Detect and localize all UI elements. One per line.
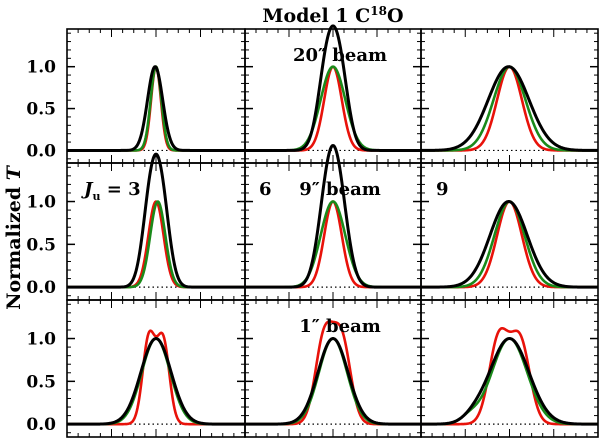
series-green-line bbox=[244, 65, 422, 152]
series-red-line bbox=[66, 65, 246, 152]
y-tick-label: 1.0 bbox=[26, 193, 56, 213]
ju-subscript: u bbox=[93, 190, 101, 203]
column-annotation-9: 9 bbox=[436, 179, 449, 200]
y-tick-label: 1.0 bbox=[26, 330, 56, 350]
panel-r2-c2 bbox=[420, 299, 599, 438]
series-green-line bbox=[66, 337, 246, 426]
series-red-line bbox=[66, 200, 246, 289]
panel-r1-c1 bbox=[244, 143, 422, 301]
series-red-line bbox=[420, 65, 599, 152]
series-red-line bbox=[66, 329, 246, 426]
series-black-line bbox=[66, 152, 246, 289]
chart-title-text: Model 1 C bbox=[262, 5, 370, 27]
y-axis-label-text: Normalized bbox=[3, 187, 25, 310]
panel-r0-c1 bbox=[244, 24, 422, 164]
series-green-line bbox=[244, 200, 422, 289]
series-black-line bbox=[420, 337, 599, 426]
series-black-line bbox=[244, 24, 422, 152]
series-red-line bbox=[420, 200, 599, 289]
series-black-line bbox=[66, 337, 246, 426]
y-axis-label: Normalized T bbox=[3, 164, 25, 310]
chart-title: Model 1 C18O bbox=[262, 4, 403, 27]
y-tick-label: 0.5 bbox=[26, 372, 56, 392]
series-black-line bbox=[66, 65, 246, 152]
ju-symbol: J bbox=[81, 179, 94, 200]
y-axis-label-symbol: T bbox=[3, 164, 25, 180]
y-tick-label: 0.5 bbox=[26, 100, 56, 120]
series-red-line bbox=[420, 326, 599, 426]
series-black-line bbox=[244, 143, 422, 289]
figure-labels: Model 1 C18O Normalized T bbox=[3, 4, 404, 310]
series-black-line bbox=[420, 65, 599, 152]
panel-frame bbox=[66, 162, 246, 301]
panel-r2-c0 bbox=[66, 299, 246, 438]
panel-r0-c0 bbox=[66, 28, 246, 164]
series-red-line bbox=[244, 65, 422, 152]
chart-title-element: O bbox=[387, 5, 404, 27]
series-green-line bbox=[244, 337, 422, 426]
panel-r1-c0 bbox=[66, 152, 246, 301]
y-tick-label: 1.0 bbox=[26, 58, 56, 78]
y-tick-label: 0.5 bbox=[26, 235, 56, 255]
panel-grid: 0.0 0.5 1.0 0.0 0.5 1.0 0.0 0.5 1.0 20″ beam 9″ be… bbox=[26, 24, 599, 438]
panel-r0-c2 bbox=[420, 28, 599, 164]
column-annotation-ju: Ju = 3 bbox=[81, 179, 141, 203]
beam-label: 1″ beam bbox=[299, 316, 381, 337]
ju-value: = 3 bbox=[101, 179, 141, 200]
panel-frame bbox=[66, 299, 246, 438]
series-green-line bbox=[420, 200, 599, 289]
y-tick-label: 0.0 bbox=[26, 278, 56, 298]
y-tick-label: 0.0 bbox=[26, 141, 56, 161]
panel-frame bbox=[420, 28, 599, 164]
chart-title-isotope: 18 bbox=[370, 4, 387, 18]
panel-r1-c2 bbox=[420, 162, 599, 301]
series-black-line bbox=[244, 337, 422, 426]
series-green-line bbox=[66, 65, 246, 152]
series-green-line bbox=[420, 65, 599, 152]
y-tick-label: 0.0 bbox=[26, 415, 56, 435]
series-red-line bbox=[244, 200, 422, 289]
panel-r2-c1 bbox=[244, 299, 422, 438]
panel-frame bbox=[66, 28, 246, 164]
series-green-line bbox=[66, 200, 246, 289]
column-annotation-6: 6 bbox=[259, 179, 272, 200]
series-green-line bbox=[420, 337, 599, 426]
series-black-line bbox=[420, 200, 599, 289]
beam-label: 20″ beam bbox=[293, 45, 387, 66]
beam-label: 9″ beam bbox=[299, 179, 381, 200]
panel-frame bbox=[420, 299, 599, 438]
